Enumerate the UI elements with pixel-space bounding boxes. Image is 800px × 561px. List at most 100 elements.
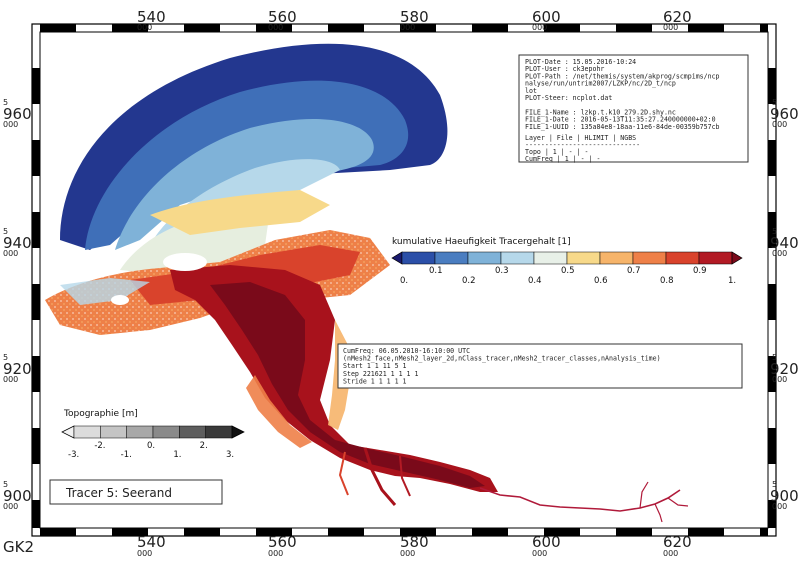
legend-swatch — [632, 251, 667, 265]
info-box-frame — [518, 54, 749, 163]
x-tick-sublabel-top: 000 — [532, 23, 547, 32]
x-tick-sublabel-bottom: 000 — [268, 549, 283, 558]
frame-check — [768, 68, 776, 104]
topography-legend-title: Topographie [m] — [63, 409, 138, 419]
y-tick-sublabel-left: 000 — [3, 120, 18, 129]
legend-label: 0.5 — [561, 266, 575, 276]
y-tick-prefix-left: 5 — [3, 98, 8, 107]
tracer-label: Tracer 5: Seerand — [65, 486, 172, 500]
legend-label: 0.3 — [495, 266, 509, 276]
frame-check — [768, 140, 776, 176]
frame-check — [768, 212, 776, 248]
x-tick-sublabel-bottom: 000 — [137, 549, 152, 558]
frame-check — [688, 528, 724, 536]
info-line: PLOT-Path : /net/themis/system/akprog/sc… — [525, 72, 720, 80]
frame-check — [32, 212, 40, 248]
legend-swatch — [401, 251, 436, 265]
topo-swatch — [100, 425, 127, 439]
frame-check — [32, 356, 40, 392]
y-tick-label-left: 920 — [3, 360, 32, 378]
topo-legend-label: 2. — [200, 441, 208, 451]
frame-check — [32, 500, 40, 528]
x-tick-sublabel-top: 000 — [663, 23, 678, 32]
river-branch — [654, 503, 663, 523]
frame-check — [184, 24, 220, 32]
coast-fringe — [60, 278, 150, 305]
legend-swatch — [698, 251, 733, 265]
frame-check — [32, 284, 40, 320]
legend-label: 0. — [400, 276, 408, 286]
frame-check — [472, 528, 508, 536]
x-tick-sublabel-bottom: 000 — [663, 549, 678, 558]
frame-check — [760, 24, 768, 32]
river-line — [479, 487, 681, 512]
y-tick-prefix-right: 5 — [772, 353, 777, 362]
x-tick-label-bottom: 540 — [137, 533, 166, 551]
frame-check — [616, 528, 652, 536]
legend-swatch — [599, 251, 634, 265]
info-line: PLOT-Steer: ncplot.dat — [525, 94, 612, 102]
frame-check — [768, 284, 776, 320]
frame-check — [328, 24, 364, 32]
x-tick-label-top: 560 — [268, 8, 297, 26]
estuary-core — [210, 282, 485, 488]
x-tick-sublabel-bottom: 000 — [532, 549, 547, 558]
tracer-legend: kumulative Haeufigkeit Tracergehalt [1] 0… — [391, 237, 743, 286]
topo-swatch — [73, 425, 101, 439]
legend-label: 0.6 — [594, 276, 608, 286]
frame-check — [472, 24, 508, 32]
island — [111, 295, 129, 305]
topo-swatch — [152, 425, 180, 439]
cumfreq-line: Stride 1 1 1 1 1 — [343, 377, 407, 385]
topo-legend-label: -3. — [68, 450, 79, 460]
info-table-separator: ----------------------------- — [525, 141, 640, 149]
cumfreq-line: Step 221621 1 1 1 1 — [343, 370, 418, 378]
frame-check — [688, 24, 724, 32]
info-line: FILE_1-Date : 2016-05-13T11:35:27.240000… — [525, 116, 716, 124]
y-tick-label-right: 900 — [770, 487, 799, 505]
frame-check — [400, 24, 436, 32]
wadden-yellow — [150, 190, 330, 235]
sea-pale — [145, 159, 340, 255]
y-tick-sublabel-right: 000 — [772, 120, 787, 129]
frame-check — [40, 528, 76, 536]
frame-check — [544, 528, 580, 536]
x-tick-label-bottom: 560 — [268, 533, 297, 551]
island — [270, 228, 290, 236]
frame-check — [184, 528, 220, 536]
topo-arrow-right — [231, 425, 245, 439]
info-line: lot — [525, 87, 537, 95]
y-tick-sublabel-left: 000 — [3, 249, 18, 258]
info-line: FILE_1-UUID : 135a84e8-18aa-11e6-84de-00… — [525, 123, 720, 131]
frame-check — [760, 528, 768, 536]
frame-check — [112, 528, 148, 536]
info-table-row: Topo | 1 | - | - — [525, 148, 589, 156]
y-tick-label-right: 920 — [770, 360, 799, 378]
cumfreq-line: Start 1 1 11 5 1 — [343, 362, 407, 370]
legend-label: 1. — [728, 276, 736, 286]
legend-arrow-right — [731, 251, 743, 265]
frame-check — [112, 24, 148, 32]
y-tick-prefix-left: 5 — [3, 480, 8, 489]
frame-check — [32, 68, 40, 104]
tributary-branch — [363, 447, 397, 506]
frame-check — [768, 428, 776, 464]
cumfreq-info-box: CumFreq: 06.05.2010-16:10:00 UTC(nMesh2_… — [337, 343, 743, 389]
legend-label: 0.4 — [528, 276, 542, 286]
cumfreq-line: CumFreq: 06.05.2010-16:10:00 UTC — [343, 347, 470, 355]
legend-swatch — [566, 251, 601, 265]
map-field — [45, 43, 689, 523]
info-line: PLOT-Date : 15.05.2016-10:24 — [525, 58, 636, 66]
topo-swatch — [179, 425, 206, 439]
island — [163, 253, 207, 271]
y-tick-sublabel-right: 000 — [772, 375, 787, 384]
info-table-row: CumFreq | 1 | - | - — [525, 155, 600, 163]
estuary-flanks — [246, 375, 312, 448]
info-line: FILE_1-Name : lzkp.t.k10_279.2D.shy.nc — [525, 108, 676, 116]
y-tick-prefix-right: 5 — [772, 227, 777, 236]
legend-swatch — [665, 251, 700, 265]
topo-legend-label: 1. — [173, 450, 181, 460]
x-tick-label-top: 580 — [400, 8, 429, 26]
y-tick-label-left: 960 — [3, 105, 32, 123]
